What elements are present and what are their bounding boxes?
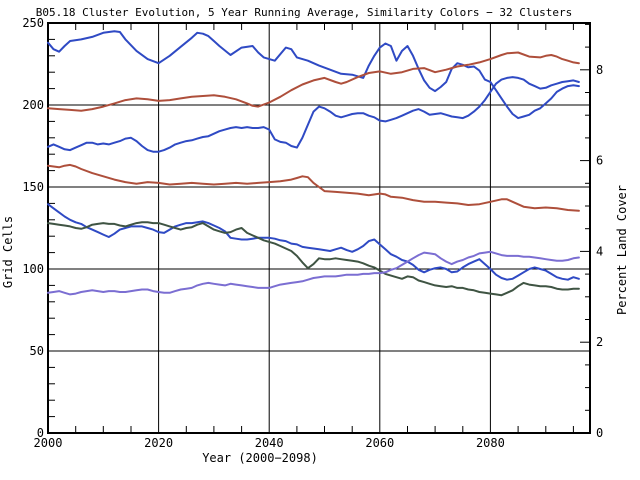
y-left-tick-label: 150	[22, 180, 44, 194]
y-right-tick-label: 4	[596, 244, 603, 258]
y-left-tick-label: 200	[22, 98, 44, 112]
plot-area: 2000 2020 2040 2060 2080 0 50 100 150 200 250 0 2 4 6 8	[22, 16, 603, 450]
x-tick-label: 2000	[34, 436, 63, 450]
y-right-tick-label: 6	[596, 154, 603, 168]
plot-border	[47, 22, 591, 434]
series-cluster-blue-upper	[47, 30, 580, 120]
series-cluster-blue-middle	[47, 76, 580, 153]
series-cluster-green	[47, 221, 580, 297]
y-axis-title-left: Grid Cells	[1, 216, 15, 288]
y-left-tick-label: 100	[22, 262, 44, 276]
series-cluster-red-upper	[47, 51, 580, 112]
x-tick-label: 2020	[144, 436, 173, 450]
x-tick-label: 2080	[476, 436, 505, 450]
series-cluster-red-lower	[47, 163, 580, 212]
y-right-tick-label: 0	[596, 426, 603, 440]
y-axis-title-right: Percent Land Cover	[615, 185, 629, 315]
chart-title: B05.18 Cluster Evolution, 5 Year Running…	[36, 6, 572, 19]
x-axis-title: Year (2000−2098)	[202, 451, 318, 465]
y-left-tick-label: 250	[22, 16, 44, 30]
y-left-tick-label: 0	[37, 426, 44, 440]
y-right-tick-label: 8	[596, 63, 603, 77]
y-left-tick-label: 50	[30, 344, 44, 358]
y-right-tick-label: 2	[596, 335, 603, 349]
x-tick-label: 2060	[365, 436, 394, 450]
series-cluster-purple	[47, 250, 580, 296]
series-cluster-blue-lower	[47, 203, 580, 281]
x-tick-label: 2040	[255, 436, 284, 450]
